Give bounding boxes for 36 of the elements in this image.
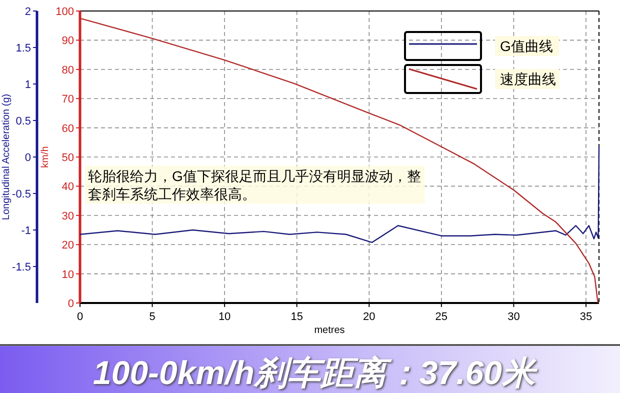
line-series [79,18,599,304]
x-tick-label: 25 [435,311,448,323]
y2-tick-label: 40 [62,181,74,194]
y-tick-label: -1 [21,225,31,237]
x-tick-label: 0 [76,311,84,323]
y2-tick-label: 30 [62,210,74,222]
y-tick-label: 2 [24,6,31,18]
y-tick-label: -1.5 [12,262,31,274]
y-tick-label: -0.5 [12,188,31,200]
annotation: 轮胎很给力，G值下探很足而且几乎没有明显波动，整套刹车系统工作效率很高。 [88,168,421,202]
y2-tick-label: 20 [62,240,74,252]
y2-axis-title: km/h [40,146,51,168]
x-tick-label: 35 [580,311,592,323]
y-tick-label: 0.5 [16,116,31,128]
x-tick-label: 10 [218,311,231,323]
y2-tick-label: 60 [62,122,74,135]
x-tick-label: 20 [363,311,376,323]
y2-tick-label: 80 [62,64,74,76]
y-tick-label: 1 [24,79,31,91]
y-axis-title: Longitudinal Acceleration (g) [1,94,12,220]
text: 100-0km/h刹车距离：37.60米 [92,354,538,391]
x-tick-label: 5 [149,311,156,323]
y2-tick-label: 90 [62,35,74,48]
y-tick-label: 0 [24,152,31,164]
legend-label: 速度曲线 [500,71,556,87]
y2-tick-label: 10 [62,268,74,281]
line-series [79,146,600,244]
y2-tick-label: 100 [56,6,74,18]
x-axis-title: metres [314,325,345,336]
y2-tick-label: 0 [68,298,74,310]
y-tick-label: 1.5 [16,42,31,54]
y2-tick-label: 50 [62,152,74,164]
y2-tick-label: 70 [62,94,74,106]
legend-label: G值曲线 [500,38,553,54]
x-tick-label: 30 [508,311,520,323]
x-tick-label: 15 [290,311,303,323]
